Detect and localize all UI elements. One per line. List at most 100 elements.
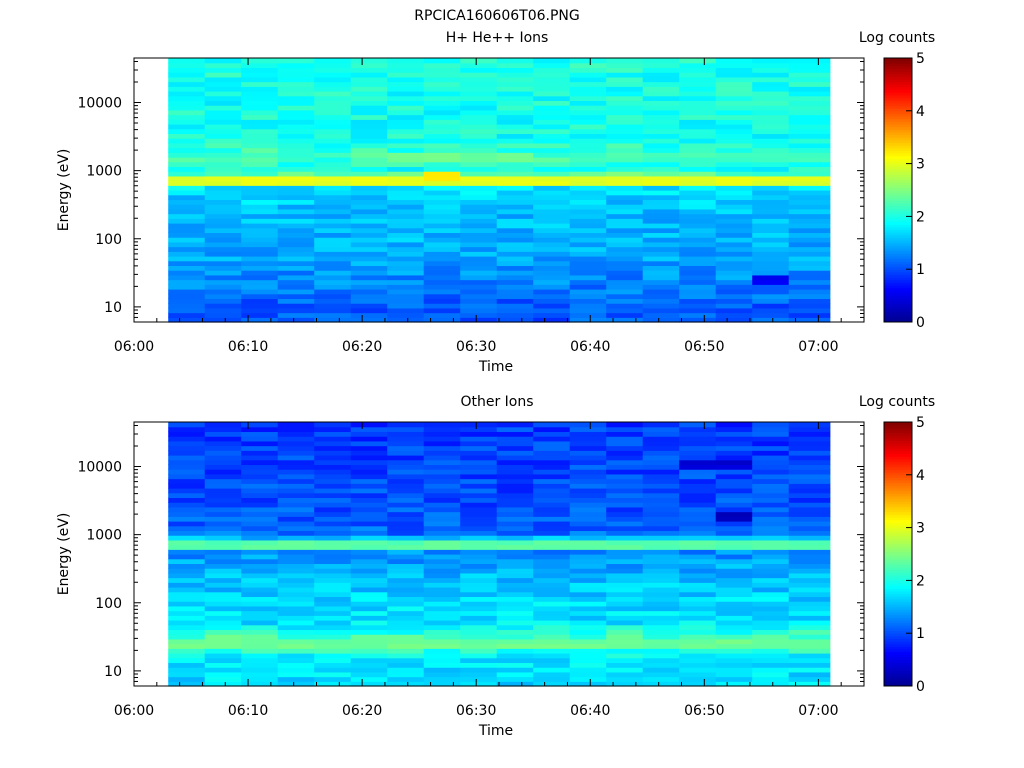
heatmap-cell: [423, 629, 461, 635]
heatmap-cell: [788, 554, 831, 560]
heatmap-cell: [569, 535, 607, 541]
heatmap-cell: [350, 653, 388, 659]
heatmap-cell: [204, 667, 242, 673]
heatmap-cell: [387, 624, 425, 631]
heatmap-cell: [752, 227, 790, 234]
heatmap-cell: [168, 506, 206, 513]
heatmap-cell: [387, 161, 425, 168]
heatmap-cell: [606, 502, 644, 508]
heatmap-cell: [241, 440, 279, 447]
heatmap-cell: [533, 459, 571, 466]
heatmap-cell: [204, 568, 242, 574]
colorbar-segment: [884, 424, 912, 428]
heatmap-cell: [168, 86, 206, 92]
heatmap-cell: [423, 251, 461, 257]
heatmap-cell: [314, 596, 352, 602]
heatmap-cell: [423, 422, 461, 428]
heatmap-cell: [314, 237, 352, 243]
colorbar-segment: [884, 176, 912, 180]
heatmap-cell: [241, 596, 279, 602]
heatmap-cell: [204, 657, 242, 664]
heatmap-cell: [241, 289, 279, 295]
heatmap-cell: [314, 459, 352, 466]
heatmap-cell: [168, 657, 206, 664]
heatmap-cell: [606, 180, 644, 186]
heatmap-cell: [241, 175, 279, 182]
heatmap-cell: [533, 436, 571, 442]
heatmap-cell: [606, 100, 644, 106]
heatmap-cell: [168, 459, 206, 466]
heatmap-cell: [314, 175, 352, 182]
colorbar-segment: [884, 290, 912, 294]
heatmap-cell: [679, 478, 717, 484]
heatmap-cell: [715, 86, 753, 92]
heatmap-cell: [423, 81, 461, 87]
heatmap-cell: [314, 502, 352, 508]
heatmap-cell: [752, 260, 790, 267]
x-tick-label: 07:00: [798, 703, 838, 719]
heatmap-cell: [241, 260, 279, 267]
heatmap-cell: [460, 648, 498, 654]
heatmap-cell: [496, 634, 534, 640]
heatmap-cell: [423, 431, 461, 437]
colorbar-segment: [884, 675, 912, 679]
heatmap-cell: [642, 577, 680, 583]
colorbar-segment: [884, 256, 912, 260]
heatmap-cell: [533, 596, 571, 602]
heatmap-cell: [496, 109, 534, 116]
heatmap-cell: [533, 506, 571, 513]
heatmap-cell: [387, 274, 425, 281]
heatmap-cell: [423, 171, 461, 177]
heatmap-cell: [679, 497, 717, 503]
heatmap-cell: [204, 303, 242, 309]
heatmap-cell: [642, 521, 680, 527]
heatmap-cell: [752, 204, 790, 210]
heatmap-cell: [642, 204, 680, 210]
heatmap-cell: [642, 624, 680, 631]
heatmap-cell: [423, 213, 461, 219]
heatmap-cell: [387, 58, 425, 64]
heatmap-cell: [569, 194, 607, 201]
heatmap-cell: [168, 307, 206, 314]
heatmap-cell: [314, 549, 352, 555]
colorbar-segment: [884, 667, 912, 671]
colorbar-segment: [884, 429, 912, 434]
colorbar-segment: [884, 190, 912, 194]
heatmap-cell: [679, 431, 717, 437]
heatmap-cell: [496, 464, 534, 470]
heatmap-cell: [460, 279, 498, 285]
heatmap-cell: [679, 81, 717, 87]
colorbar-segment: [884, 503, 912, 507]
heatmap-cell: [277, 554, 315, 560]
heatmap-cell: [387, 591, 425, 598]
heatmap-cell: [314, 535, 352, 541]
heatmap-cell: [569, 213, 607, 219]
colorbar-segment: [884, 174, 912, 178]
heatmap-cell: [460, 483, 498, 489]
y-axis-label: Energy (eV): [56, 149, 72, 232]
heatmap-cell: [606, 270, 644, 276]
heatmap-cell: [204, 638, 242, 645]
heatmap-cell: [314, 563, 352, 569]
heatmap-cell: [642, 138, 680, 144]
heatmap-cell: [569, 473, 607, 480]
heatmap-cell: [277, 190, 315, 196]
colorbar-segment: [884, 469, 912, 473]
heatmap-cell: [241, 563, 279, 569]
colorbar-segment: [884, 269, 912, 273]
heatmap-cell: [752, 525, 790, 532]
heatmap-cell: [533, 161, 571, 168]
heatmap-cell: [204, 436, 242, 442]
heatmap-cell: [679, 307, 717, 314]
x-tick-label: 06:20: [342, 703, 382, 719]
heatmap-cell: [679, 76, 717, 83]
heatmap-cell: [496, 445, 534, 451]
heatmap-cell: [679, 293, 717, 300]
heatmap-cell: [241, 648, 279, 654]
heatmap-cell: [679, 638, 717, 645]
heatmap-cell: [314, 91, 352, 97]
heatmap-cell: [533, 166, 571, 172]
heatmap-cell: [423, 535, 461, 541]
heatmap-cell: [752, 293, 790, 300]
